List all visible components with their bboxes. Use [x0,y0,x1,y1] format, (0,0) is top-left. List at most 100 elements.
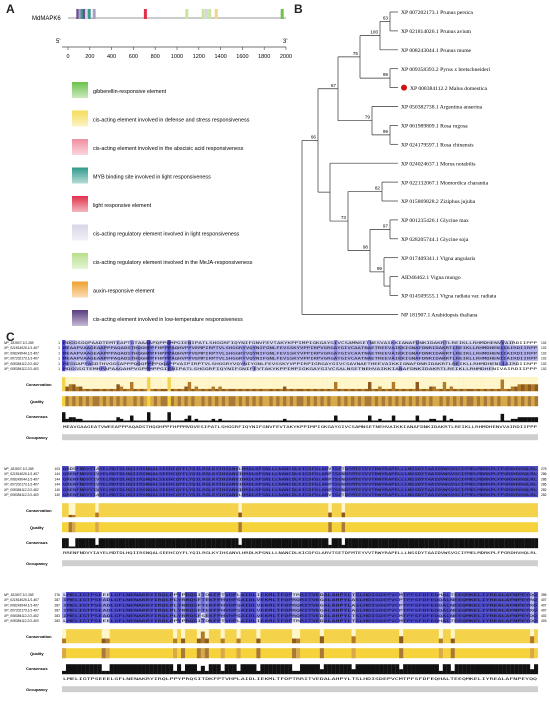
conservation-bar [201,388,205,392]
residue-cell [272,592,277,598]
legend-label: auxin-responsive element [93,289,155,295]
consensus-bar [181,670,186,675]
legend-swatch [72,253,88,269]
residue-cell [232,597,237,603]
quality-label: Quality [30,399,44,404]
sequence-text: QRENFNDVYIVYELMDTDLHQIIRSNQALSEEHCQYFLYQ… [63,483,537,487]
residue-cell [81,607,86,613]
residue-cell [408,360,413,366]
residue-cell [228,345,233,351]
residue-cell [145,471,149,477]
residue-cell [526,592,531,598]
residue-cell [92,350,97,356]
quality-bar [310,396,314,407]
residue-cell [135,486,139,492]
residue-cell [414,486,419,492]
residue-cell [248,592,253,598]
panel-a-letter: A [6,2,15,16]
residue-cell [339,602,344,608]
quality-bar [220,648,225,659]
conservation-gap [473,377,477,389]
residue-cell [101,612,106,618]
residue-cell [340,355,345,361]
residue-cell [85,340,90,346]
residue-cell [491,471,495,477]
residue-cell [101,486,106,492]
residue-cell [442,602,447,608]
residue-cell [228,612,233,618]
residue-cell [522,602,527,608]
residue-cell [402,355,406,361]
residue-cell [378,481,382,487]
residue-cell [258,466,262,472]
residue-cell [335,592,340,598]
residue-cell [304,471,309,477]
residue-cell [165,592,170,598]
residue-cell [304,492,309,498]
residue-cell [204,366,209,372]
quality-bar [385,396,389,407]
residue-cell [125,466,129,472]
residue-cell [98,492,103,498]
conservation-bar [256,638,261,644]
residue-cell [456,355,460,361]
sequence-end: 102 [541,367,547,371]
quality-bar [334,396,338,407]
residue-cell [271,481,276,487]
residue-cell [161,612,166,618]
residue-cell [327,340,331,346]
residue-cell [187,350,192,356]
quality-bar [272,396,277,407]
residue-cell [178,471,182,477]
residue-cell [528,492,532,498]
bootstrap-value: 67 [331,83,337,88]
residue-cell [351,612,356,618]
residue-cell [136,340,141,346]
residue-cell [195,481,199,487]
residue-cell [300,597,305,603]
occupancy-bar [62,686,538,693]
residue-cell [313,366,318,372]
sequence-text: QRENFNDVYIVYELMDTDLHQIIRSNQALSEEHCQYFLYQ… [63,488,537,492]
consensus-bar [371,538,375,549]
residue-cell [378,345,382,351]
residue-cell [361,481,366,487]
consensus-bar [327,664,332,675]
residue-cell [212,618,217,624]
quality-bar [68,396,73,407]
quality-bar [228,396,233,407]
residue-cell [504,340,508,346]
sequence-end: 403 [541,619,547,623]
residue-cell [357,345,362,351]
conservation-bar [340,388,345,392]
residue-cell [481,486,485,492]
quality-bar [255,396,260,407]
conservation-gap [354,377,358,389]
residue-cell [98,471,103,477]
residue-cell [351,471,356,477]
conservation-gap [490,377,494,389]
residue-cell [95,486,99,492]
residue-cell [446,607,451,613]
residue-cell [228,607,233,613]
residue-cell [125,471,129,477]
residue-cell [295,466,299,472]
residue-cell [300,618,305,624]
residue-cell [394,492,399,498]
residue-cell [259,350,263,356]
consensus-bar [238,420,243,423]
conservation-gap [220,629,225,639]
consensus-bar [211,538,216,549]
residue-cell [361,345,365,351]
conservation-bar [218,386,222,392]
residue-cell [208,471,212,477]
residue-cell [119,350,124,356]
legend-swatch [72,196,88,212]
conservation-bar [164,388,168,392]
residue-cell [225,466,229,472]
conservation-bar [500,379,505,392]
residue-cell [164,360,168,366]
conservation-bar [507,388,511,392]
residue-cell [367,597,372,603]
conservation-bar [187,381,192,392]
